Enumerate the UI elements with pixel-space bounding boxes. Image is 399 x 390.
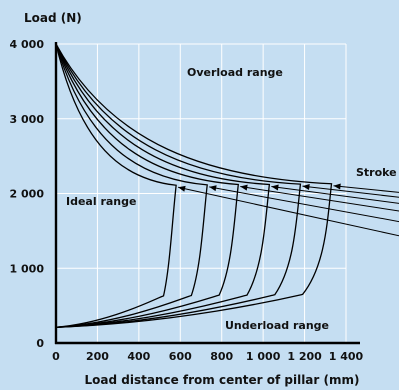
y-tick-label: 1 000 [10,262,45,275]
y-axis-label: Load (N) [24,11,82,25]
overload-range-label: Overload range [187,66,283,79]
stroke-curve-300 [55,43,208,328]
stroke-curve-500 [55,43,271,328]
x-tick-label: 200 [86,350,109,363]
leader-line-700 [333,185,399,193]
y-tick-label: 3 000 [10,113,45,126]
stroke-curve-700 [55,43,333,328]
ideal-range-label: Ideal range [66,195,136,208]
x-tick-label: 800 [210,350,233,363]
stroke-curve-200 [55,43,177,328]
stroke-curve-600 [55,43,302,328]
y-tick-label: 2 000 [10,188,45,201]
x-axis-label: Load distance from center of pillar (mm) [85,373,360,387]
leader-arrow-200 [178,185,186,192]
leader-arrow-500 [271,184,279,191]
stroke-curve-400 [55,43,240,328]
x-tick-label: 0 [52,350,60,363]
underload-range-label: Underload range [225,319,329,332]
x-tick-label: 600 [169,350,192,363]
leader-line-400 [240,186,399,212]
y-tick-label: 4 000 [10,38,45,51]
leader-arrow-300 [209,185,217,192]
tick-labels: 0 200 400 600 800 1 000 1 200 1 400 0 1 000 2 000 3… [10,38,364,363]
leader-line-600 [302,185,399,198]
leader-line-200 [178,186,399,237]
leader-arrow-600 [302,184,310,190]
leader-arrow-400 [240,184,248,191]
x-tick-label: 1 200 [287,350,322,363]
leader-line-500 [271,186,399,204]
x-tick-label: 400 [127,350,150,363]
y-tick-label: 0 [36,337,44,350]
x-tick-label: 1 000 [246,350,281,363]
x-tick-label: 1 400 [329,350,364,363]
legend-title: Stroke [356,166,397,179]
grid [56,43,347,343]
leader-line-300 [209,186,399,223]
axes [54,42,360,345]
stroke-leader-lines [178,183,399,237]
stroke-curves [55,43,333,328]
leader-arrow-700 [333,183,341,190]
